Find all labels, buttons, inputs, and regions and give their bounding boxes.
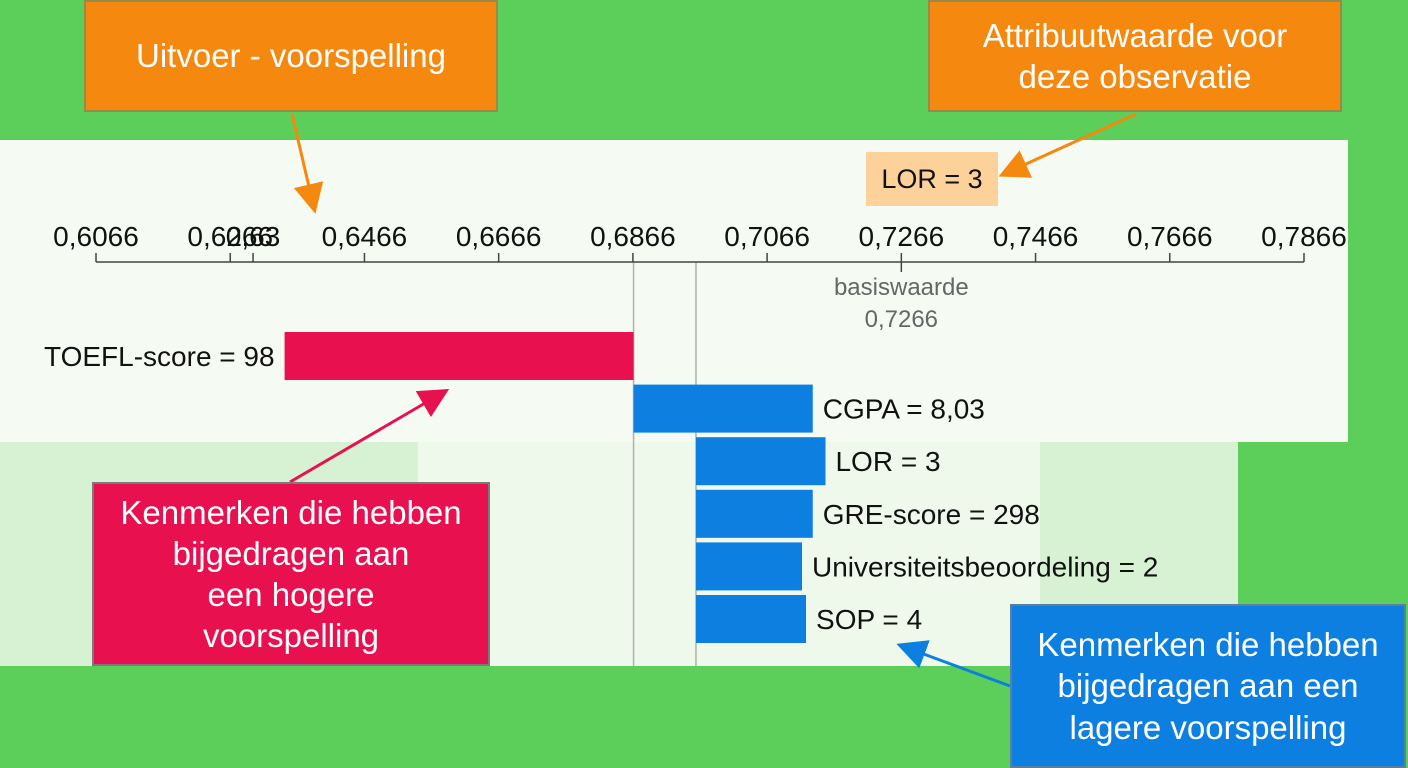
x-axis-tick-label: 0,6066 [53,221,139,252]
output-prediction-callout-text: Uitvoer - voorspelling [136,37,446,74]
feature-bar [695,595,807,643]
feature-label: TOEFL-score = 98 [44,341,275,372]
feature-label: SOP = 4 [816,604,922,635]
feature-label: Universiteitsbeoordeling = 2 [812,551,1158,582]
feature-bar [695,489,813,538]
higher-callout-arrow [289,388,450,484]
feature-label: CGPA = 8,03 [823,394,985,425]
x-axis-tick-label: 0,6466 [322,221,408,252]
x-axis-tick-label: 0,6866 [590,221,676,252]
higher-prediction-callout: Kenmerken die hebben bijgedragen aan een… [92,482,490,666]
output-prediction-callout: Uitvoer - voorspelling [84,0,498,112]
feature-bar [633,384,813,433]
attribute-value-callout-text: Attribuutwaarde voor deze observatie [982,16,1288,95]
lower-prediction-callout-text: Kenmerken die hebben bijgedragen aan een… [1037,626,1379,746]
x-axis-tick-label: 0,6666 [456,221,542,252]
attribute-value-box: LOR = 3 [866,152,998,206]
lower-prediction-callout: Kenmerken die hebben bijgedragen aan een… [1010,604,1406,768]
attribute-value-label: LOR = 3 [881,163,983,194]
lower-callout-arrow [896,640,1011,688]
x-axis-tick-label: 0,7266 [859,221,945,252]
x-axis-tick-label: 0,6266 [187,221,273,252]
base-value-label: basiswaarde [834,274,969,301]
feature-label: LOR = 3 [835,446,940,477]
x-axis-tick-label: 0,7666 [1127,221,1213,252]
x-axis-tick-label: 0,7066 [724,221,810,252]
output-callout-arrow [290,113,324,214]
feature-bar [695,542,803,591]
feature-label: GRE-score = 298 [823,499,1040,530]
base-value-number: 0,7266 [865,306,938,333]
attribute-value-callout: Attribuutwaarde voor deze observatie [928,0,1342,112]
x-axis-tick-label: 0,7866 [1261,221,1347,252]
prediction-label: 0,63 [226,221,281,252]
feature-bar [284,332,634,380]
attribute-callout-arrow [998,112,1137,178]
x-axis-tick-label: 0,7466 [993,221,1079,252]
higher-prediction-callout-text: Kenmerken die hebben bijgedragen aan een… [120,493,462,655]
feature-bar [695,437,826,486]
